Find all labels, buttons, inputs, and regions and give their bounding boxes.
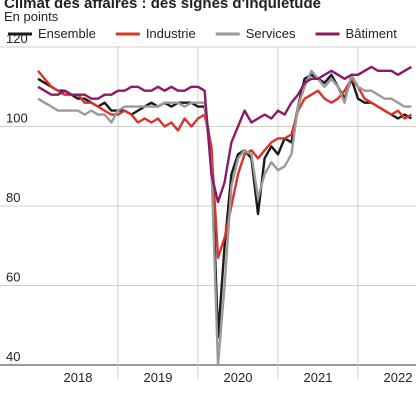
- x-tick-label: 2022: [384, 370, 413, 385]
- series-line: [37, 69, 412, 367]
- series-line: [37, 65, 412, 204]
- legend-label: Bâtiment: [346, 26, 398, 41]
- legend-label: Ensemble: [38, 26, 96, 41]
- x-tick-label: 2021: [304, 370, 333, 385]
- y-tick-label: 60: [6, 270, 20, 285]
- y-tick-label: 80: [6, 190, 20, 205]
- x-tick-label: 2018: [64, 370, 93, 385]
- x-tick-label: 2020: [224, 370, 253, 385]
- chart-title: Climat des affaires : des signes d'inqui…: [4, 0, 321, 12]
- legend-label: Services: [246, 26, 296, 41]
- chart-subtitle: En points: [4, 9, 59, 24]
- y-tick-label: 100: [6, 111, 28, 126]
- x-tick-label: 2019: [144, 370, 173, 385]
- y-tick-label: 40: [6, 349, 20, 364]
- y-tick-label: 120: [6, 31, 28, 46]
- legend-label: Industrie: [146, 26, 196, 41]
